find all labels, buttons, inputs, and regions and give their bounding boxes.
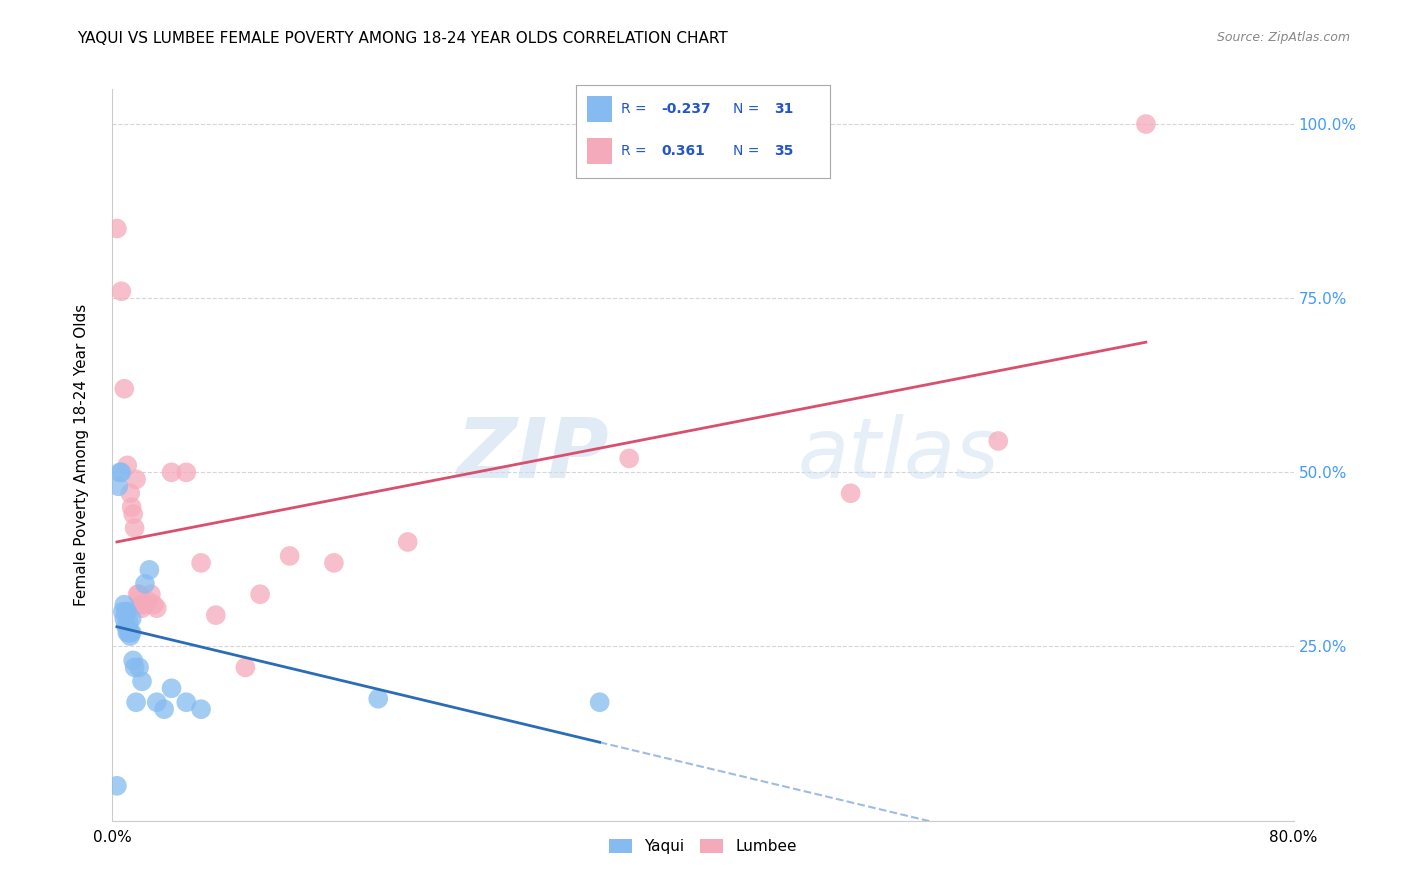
Point [190, 556, 212, 570]
Point [111, 605, 134, 619]
Point [125, 695, 148, 709]
Point [114, 605, 136, 619]
FancyBboxPatch shape [586, 138, 612, 164]
Text: ZIP: ZIP [456, 415, 609, 495]
Point [112, 382, 135, 396]
Legend: Yaqui, Lumbee: Yaqui, Lumbee [603, 833, 803, 861]
Point [112, 612, 135, 626]
Point [139, 587, 162, 601]
Point [619, 451, 641, 466]
Point [146, 601, 169, 615]
Point [367, 691, 389, 706]
Point [117, 625, 138, 640]
Point [114, 618, 136, 632]
Point [122, 653, 145, 667]
Text: Source: ZipAtlas.com: Source: ZipAtlas.com [1216, 31, 1350, 45]
Point [174, 466, 197, 480]
Y-axis label: Female Poverty Among 18-24 Year Olds: Female Poverty Among 18-24 Year Olds [75, 304, 89, 606]
Point [107, 479, 129, 493]
Text: 31: 31 [773, 102, 793, 116]
Point [205, 608, 228, 623]
Point [128, 587, 150, 601]
Point [128, 660, 150, 674]
Point [122, 507, 145, 521]
Point [142, 598, 165, 612]
Point [131, 674, 153, 689]
Point [588, 695, 610, 709]
Point [138, 563, 160, 577]
Point [105, 779, 128, 793]
Point [108, 466, 131, 480]
Point [112, 598, 135, 612]
Point [105, 221, 128, 235]
Point [118, 625, 141, 640]
Point [127, 587, 149, 601]
Point [121, 612, 143, 626]
Text: R =: R = [620, 102, 647, 116]
Point [153, 702, 176, 716]
Text: N =: N = [734, 102, 759, 116]
Point [134, 576, 156, 591]
Text: 0.361: 0.361 [661, 144, 706, 158]
Text: N =: N = [734, 144, 759, 158]
Point [160, 681, 183, 696]
Point [110, 284, 132, 298]
Point [278, 549, 301, 563]
Point [120, 625, 142, 640]
Point [121, 625, 143, 640]
Point [134, 598, 156, 612]
Point [117, 458, 138, 473]
Text: atlas: atlas [797, 415, 1000, 495]
Point [396, 535, 419, 549]
Point [136, 594, 159, 608]
Point [190, 702, 212, 716]
Point [125, 472, 148, 486]
Point [233, 660, 256, 674]
Point [174, 695, 197, 709]
Point [160, 466, 183, 480]
Point [131, 601, 153, 615]
Text: 35: 35 [773, 144, 793, 158]
Point [323, 556, 346, 570]
Point [146, 695, 169, 709]
Point [839, 486, 862, 500]
Point [117, 605, 138, 619]
Point [120, 486, 142, 500]
Point [129, 598, 152, 612]
Point [1135, 117, 1157, 131]
Point [118, 615, 141, 629]
Text: -0.237: -0.237 [661, 102, 711, 116]
Point [121, 500, 143, 515]
Point [110, 466, 132, 480]
Point [124, 521, 146, 535]
Text: YAQUI VS LUMBEE FEMALE POVERTY AMONG 18-24 YEAR OLDS CORRELATION CHART: YAQUI VS LUMBEE FEMALE POVERTY AMONG 18-… [77, 31, 728, 46]
Point [249, 587, 271, 601]
Text: R =: R = [620, 144, 647, 158]
Point [120, 629, 142, 643]
Point [987, 434, 1010, 448]
Point [124, 660, 146, 674]
FancyBboxPatch shape [586, 96, 612, 122]
